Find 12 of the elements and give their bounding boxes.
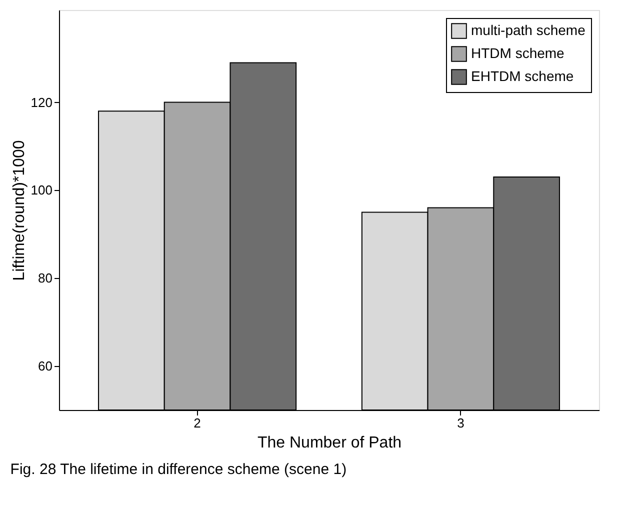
- x-tick-label: 2: [194, 416, 201, 430]
- y-tick-label: 100: [30, 182, 52, 198]
- y-tick-label: 80: [38, 270, 52, 286]
- legend-label: EHTDM scheme: [471, 68, 574, 84]
- legend-label: HTDM scheme: [471, 45, 565, 61]
- legend-label: multi-path scheme: [471, 22, 586, 38]
- y-axis-title: Liftime(round)*1000: [10, 140, 28, 281]
- x-axis-title: The Number of Path: [257, 434, 402, 452]
- y-tick-label: 120: [30, 94, 52, 110]
- y-tick-label: 60: [38, 358, 52, 374]
- caption: Fig. 28 The lifetime in difference scheme (scene 1): [10, 461, 347, 478]
- x-tick-label: 3: [457, 416, 464, 430]
